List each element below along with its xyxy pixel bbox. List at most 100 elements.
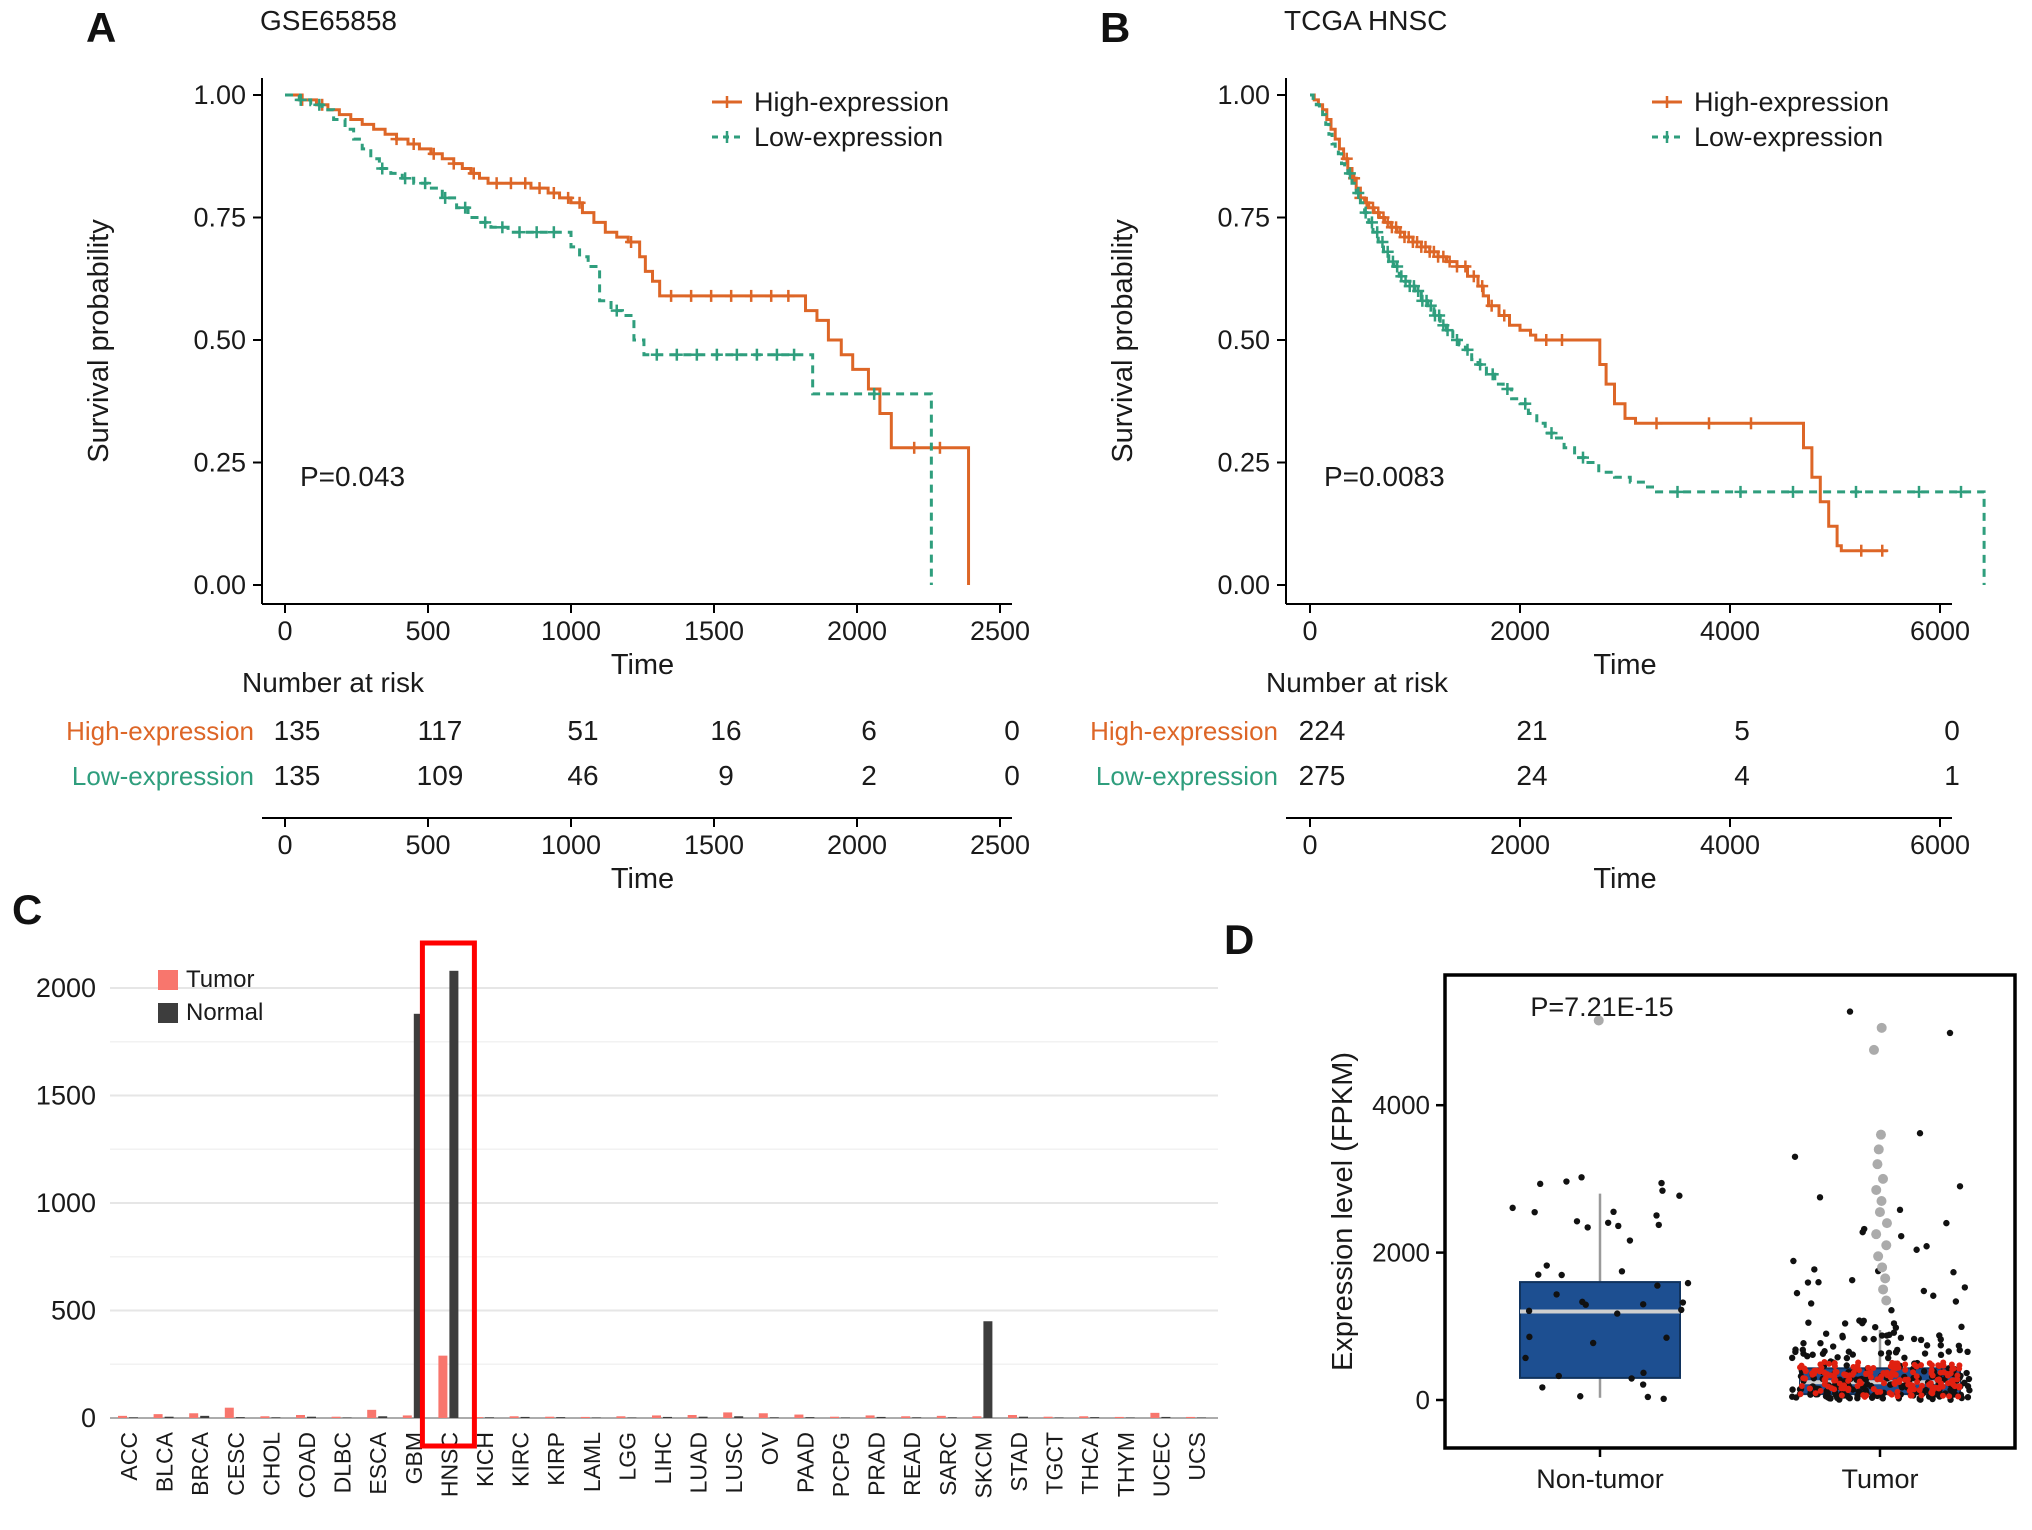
legend-label: Low-expression (1694, 122, 1883, 152)
svg-text:0: 0 (277, 830, 292, 860)
bar-normal-BRCA (200, 1415, 210, 1418)
bar-normal-THCA (1090, 1417, 1100, 1418)
bar-tumor-ESCA (367, 1409, 377, 1418)
bar-tumor-LGG (616, 1416, 626, 1418)
svg-text:Time: Time (1593, 649, 1656, 681)
pan-cancer-bar-chart: 0 500 1000 1500 2000 ACC BLCA BRCA CESC CHOL COAD D… (36, 940, 1218, 1498)
risk-row-label: High-expression (66, 716, 254, 746)
bar-normal-COAD (307, 1416, 316, 1418)
plot-frame (1443, 973, 2017, 1450)
bar-normal-CHOL (271, 1417, 281, 1418)
category-label: CHOL (258, 1432, 284, 1496)
bar-normal-ESCA (378, 1416, 388, 1418)
risk-count: 0 (1944, 715, 1960, 746)
svg-text:0.00: 0.00 (1217, 570, 1270, 600)
bar-tumor-TGCT (1043, 1416, 1053, 1418)
category-label: LUAD (686, 1432, 712, 1493)
category-label: LGG (614, 1432, 640, 1481)
risk-count: 224 (1299, 715, 1346, 746)
risk-count: 0 (1004, 760, 1020, 791)
svg-text:4000: 4000 (1700, 830, 1760, 860)
p-value: P=7.21E-15 (1530, 992, 1673, 1022)
bar-tumor-BLCA (153, 1414, 163, 1418)
category-label: HNSC (436, 1432, 462, 1497)
category-label: BRCA (187, 1431, 213, 1496)
category-label: BLCA (152, 1431, 178, 1492)
svg-text:6000: 6000 (1910, 616, 1970, 646)
svg-text:1500: 1500 (36, 1081, 96, 1111)
bar-normal-KIRP (556, 1417, 566, 1418)
category-label: UCS (1184, 1432, 1210, 1481)
bar-normal-UCEC (1161, 1416, 1171, 1418)
y-axis-label: Expression level (FPKM) (1327, 1052, 1359, 1371)
svg-text:2500: 2500 (970, 616, 1030, 646)
box-non-tumor (1519, 1281, 1681, 1379)
svg-text:1000: 1000 (541, 616, 601, 646)
bar-tumor-PRAD (865, 1415, 875, 1418)
category-label: COAD (294, 1432, 320, 1498)
svg-text:500: 500 (51, 1296, 96, 1326)
category-label: PRAD (864, 1432, 890, 1496)
bar-normal-PRAD (876, 1416, 886, 1418)
risk-count: 46 (567, 760, 598, 791)
panel-title: GSE65858 (260, 5, 397, 36)
y-axis-label: Survival probability (83, 219, 115, 463)
bar-tumor-THYM (1114, 1416, 1124, 1418)
category-label: DLBC (330, 1432, 356, 1493)
risk-table-title: Number at risk (1266, 667, 1449, 698)
bar-tumor-UCEC (1150, 1412, 1160, 1418)
risk-count: 9 (718, 760, 734, 791)
bar-normal-PAAD (805, 1417, 815, 1418)
risk-row-label: Low-expression (1096, 761, 1278, 791)
highlight-box-hnsc (419, 940, 477, 1449)
bar-tumor-LUAD (687, 1414, 697, 1418)
bar-normal-ACC (129, 1417, 138, 1418)
bar-tumor-LAML (580, 1416, 590, 1418)
legend-label: High-expression (1694, 87, 1889, 117)
bar-tumor-LUSC (723, 1412, 733, 1418)
panel-d-label: D (1224, 916, 1255, 963)
svg-text:0.25: 0.25 (1217, 448, 1270, 478)
bar-normal-SARC (947, 1417, 957, 1418)
risk-count: 2 (861, 760, 877, 791)
category-label: ACC (116, 1432, 142, 1481)
svg-text:2000: 2000 (1490, 830, 1550, 860)
category-label: LUSC (721, 1432, 747, 1493)
km-curve-low-expression (1310, 93, 1986, 585)
risk-count: 1 (1944, 760, 1960, 791)
svg-text:0: 0 (81, 1403, 96, 1433)
svg-text:2000: 2000 (1372, 1238, 1430, 1268)
svg-text:4000: 4000 (1372, 1090, 1430, 1120)
svg-text:1.00: 1.00 (193, 80, 246, 110)
bar-normal-KICH (485, 1417, 494, 1418)
bar-tumor-BRCA (189, 1413, 199, 1418)
bar-tumor-PCPG (830, 1416, 839, 1418)
risk-count: 135 (274, 715, 321, 746)
bar-tumor-CHOL (260, 1416, 270, 1418)
category-label: ESCA (365, 1431, 391, 1494)
category-label: STAD (1006, 1432, 1032, 1492)
svg-text:0: 0 (1416, 1385, 1430, 1415)
bar-tumor-DLBC (331, 1416, 341, 1418)
category-label: LIHC (650, 1432, 676, 1484)
risk-count: 4 (1734, 760, 1750, 791)
bar-tumor-THCA (1079, 1416, 1089, 1418)
svg-text:0: 0 (1302, 830, 1317, 860)
category-label: TGCT (1042, 1432, 1068, 1495)
svg-text:Time: Time (1593, 863, 1656, 895)
legend-label: Low-expression (754, 122, 943, 152)
category-label: READ (899, 1432, 925, 1496)
svg-text:Time: Time (611, 863, 674, 895)
legend-swatch (158, 1003, 178, 1023)
bar-tumor-HNSC (438, 1355, 448, 1418)
svg-text:2000: 2000 (1490, 616, 1550, 646)
bar-normal-KIRC (520, 1416, 530, 1418)
group-label: Tumor (1841, 1464, 1918, 1494)
svg-text:1500: 1500 (684, 830, 744, 860)
risk-row-label: High-expression (1090, 716, 1278, 746)
legend-label: High-expression (754, 87, 949, 117)
bar-normal-OV (769, 1417, 779, 1418)
svg-text:6000: 6000 (1910, 830, 1970, 860)
bar-tumor-CESC (224, 1407, 234, 1418)
bar-tumor-GBM (402, 1415, 412, 1418)
